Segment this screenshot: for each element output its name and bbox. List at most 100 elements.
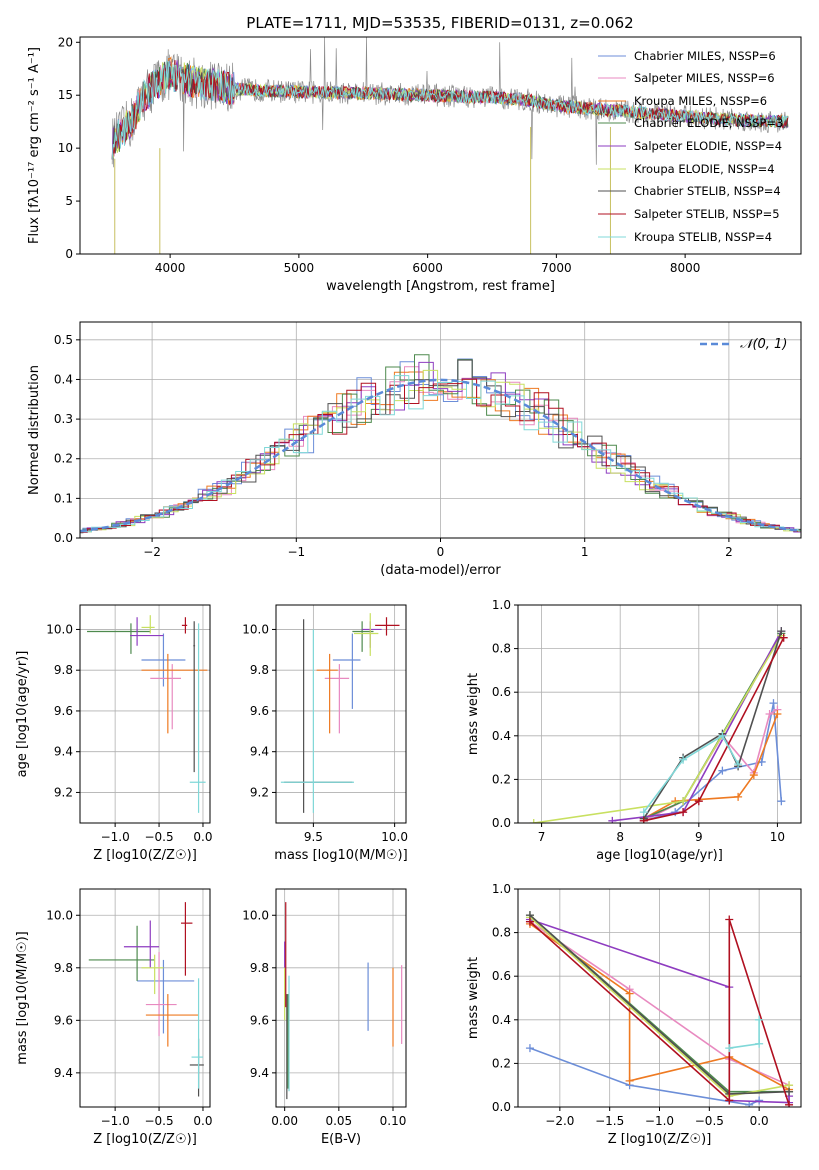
y-tick-label: 9.4: [250, 745, 269, 759]
y-axis-label: mass weight: [466, 957, 481, 1039]
y-tick-label: 20: [58, 35, 73, 49]
legend-entry: Chabrier ELODIE, NSSP=3: [598, 116, 783, 130]
x-tick-label: 0.0: [750, 1114, 769, 1128]
x-tick-label: 7000: [541, 261, 572, 275]
weight-series-line: [643, 713, 779, 820]
y-tick-label: 0: [65, 247, 73, 261]
errorbar-point: [141, 954, 164, 995]
x-tick-label: −0.5: [144, 1114, 173, 1128]
errorbar-point: [181, 617, 188, 634]
y-axis-label: mass [log10(M/M☉)]: [15, 931, 30, 1064]
plot-area: [88, 902, 204, 1097]
x-tick-label: 2: [725, 545, 733, 559]
weight-marker: [725, 1044, 734, 1053]
errorbar-point: [193, 621, 196, 773]
weight-marker: [755, 1096, 764, 1105]
weight-marker: [525, 917, 534, 926]
y-tick-label: 0.1: [54, 491, 73, 505]
x-tick-label: 7: [538, 830, 546, 844]
y-axis-label: Normed distribution: [27, 365, 42, 495]
errorbar-point: [141, 633, 186, 687]
axes-frame: [517, 604, 802, 824]
x-tick-label: 0.0: [193, 830, 212, 844]
errorbar-point: [88, 925, 155, 981]
weight-series-line: [529, 1047, 760, 1106]
residual-histogram: [80, 375, 801, 533]
x-tick-label: 0: [437, 545, 445, 559]
legend-entry: Salpeter STELIB, NSSP=5: [598, 207, 780, 221]
y-tick-label: 9.6: [54, 704, 73, 718]
y-axis-label: mass weight: [466, 673, 481, 755]
weight-marker: [525, 1044, 534, 1053]
y-tick-label: 0.0: [54, 531, 73, 545]
axes-frame: [275, 888, 407, 1108]
y-tick-label: 10.0: [46, 622, 73, 636]
y-tick-label: 9.8: [250, 961, 269, 975]
y-tick-label: 0.3: [54, 412, 73, 426]
weight-series-line: [643, 637, 785, 822]
y-tick-label: 9.8: [54, 961, 73, 975]
errorbar-point: [284, 619, 353, 813]
errorbar-point: [181, 902, 193, 976]
y-tick-label: 0.0: [492, 1100, 511, 1114]
weight-marker: [639, 808, 648, 817]
legend-entry: Chabrier STELIB, NSSP=4: [598, 184, 781, 198]
weight-marker: [785, 1087, 794, 1096]
y-tick-label: 9.8: [54, 663, 73, 677]
y-tick-label: 10: [58, 141, 73, 155]
x-axis-label: mass [log10(M/M☉)]: [274, 848, 407, 863]
weight-marker: [779, 633, 788, 642]
axes-frame: [79, 604, 211, 824]
weight-marker: [765, 710, 774, 718]
legend-entry: Chabrier MILES, NSSP=6: [598, 49, 776, 63]
y-tick-label: 15: [58, 88, 73, 102]
x-tick-label: −0.5: [144, 830, 173, 844]
x-tick-label: −1.0: [645, 1114, 674, 1128]
errorbar-point: [141, 615, 155, 634]
errorbar-point: [189, 623, 206, 813]
weight-marker: [529, 819, 538, 823]
plot-area: [280, 613, 400, 813]
gaussian-curve: [80, 378, 801, 533]
weight-marker: [777, 797, 786, 806]
plot-area: [525, 911, 794, 1107]
errorbar-point: [280, 629, 354, 813]
y-tick-label: 0.2: [492, 1056, 511, 1070]
weight-marker: [718, 766, 727, 775]
x-tick-label: 10.0: [381, 830, 408, 844]
errorbar-point: [354, 613, 379, 656]
axes-frame: [275, 604, 407, 824]
y-tick-label: 0.4: [492, 729, 511, 743]
weight-marker: [734, 760, 743, 769]
y-tick-label: 1.0: [492, 598, 511, 612]
plot-area: [284, 902, 403, 1100]
legend-label: Kroupa MILES, NSSP=6: [634, 94, 767, 108]
x-tick-label: 9.5: [304, 830, 323, 844]
weight-series-line: [529, 919, 790, 1106]
y-axis-label: Flux [fλ10⁻¹⁷ erg cm⁻² s⁻¹ A⁻¹]: [27, 47, 42, 244]
x-tick-label: 8: [616, 830, 624, 844]
errorbar-point: [316, 653, 338, 734]
plot-area: [111, 37, 789, 254]
weight-marker: [773, 710, 782, 718]
y-tick-label: 5: [65, 194, 73, 208]
model-spectrum: [111, 60, 789, 160]
weight-marker: [734, 792, 743, 801]
y-tick-label: 0.5: [54, 333, 73, 347]
legend-entry: Kroupa STELIB, NSSP=4: [598, 230, 772, 244]
y-tick-label: 0.8: [492, 642, 511, 656]
errorbar-point: [130, 617, 164, 646]
errorbar-point: [150, 664, 182, 730]
weight-marker: [745, 1100, 754, 1107]
y-tick-label: 9.4: [54, 1066, 73, 1080]
legend-label: Kroupa STELIB, NSSP=4: [634, 230, 772, 244]
weight-marker: [639, 816, 648, 823]
errorbar-point: [123, 920, 160, 968]
weight-vs-age-panel: 7 8 9 10 0.0 0.2 0.4 0.6 0.8 1.0 age [log10(age/yr…: [466, 598, 802, 863]
y-tick-label: 9.2: [54, 785, 73, 799]
weight-marker: [608, 816, 617, 823]
errorbar-point: [332, 633, 361, 709]
y-tick-label: 10.0: [46, 908, 73, 922]
x-tick-label: −1: [287, 545, 305, 559]
